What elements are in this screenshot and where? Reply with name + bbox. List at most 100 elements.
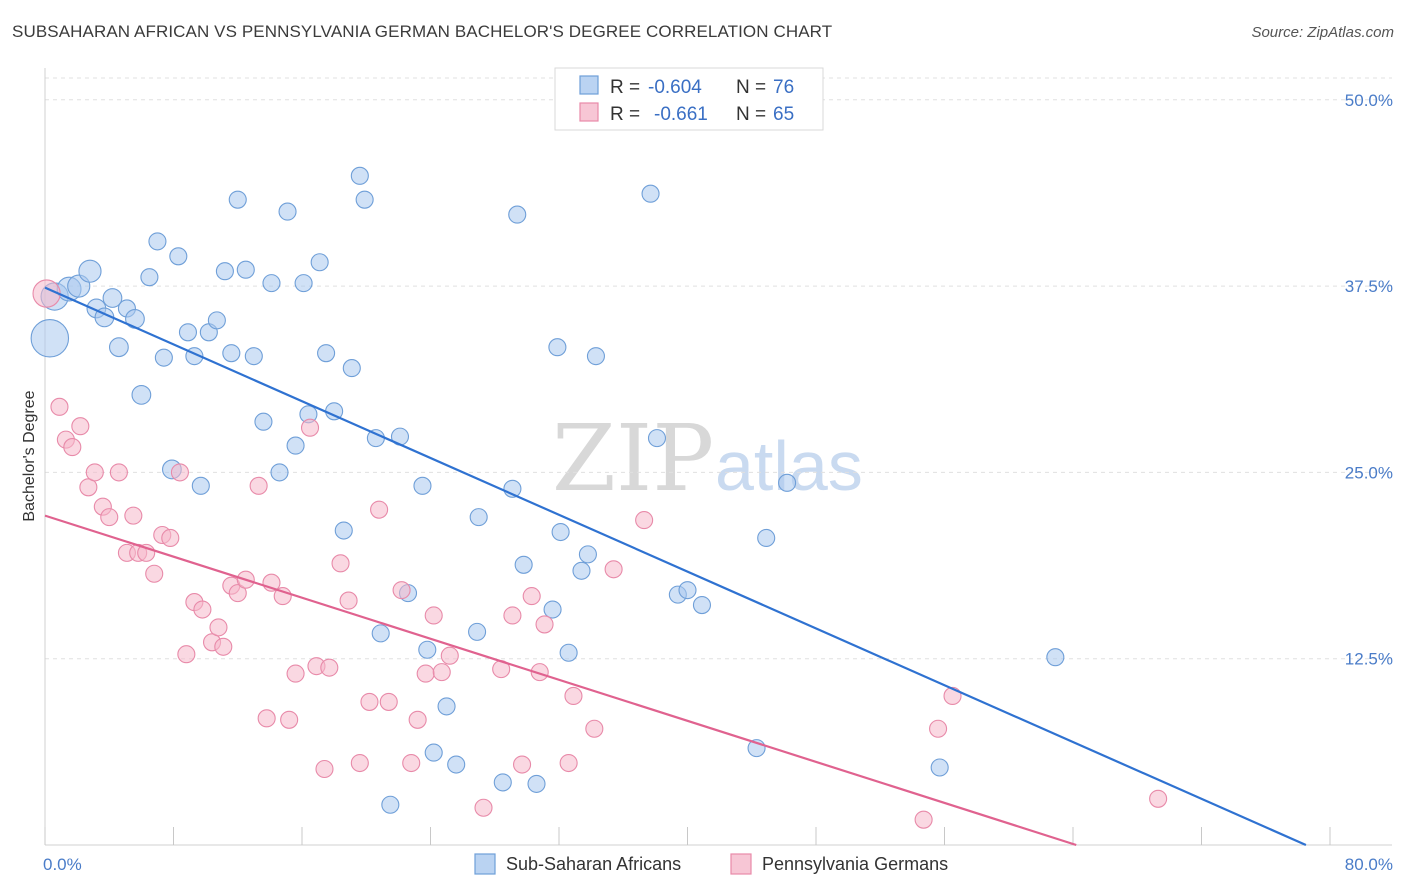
point-pennsylvania [440,646,459,665]
point-sub-saharan [930,758,949,777]
point-sub-saharan [262,274,281,293]
point-sub-saharan [371,624,390,643]
point-pennsylvania [161,528,180,548]
point-pennsylvania [124,506,143,525]
point-sub-saharan [350,166,369,185]
point-pennsylvania [339,591,358,610]
point-pennsylvania [193,600,212,619]
point-sub-saharan [641,184,660,203]
point-sub-saharan [102,288,123,308]
point-sub-saharan [178,323,198,342]
point-pennsylvania [170,463,189,482]
point-pennsylvania [513,755,532,774]
point-pennsylvania [416,664,435,683]
point-pennsylvania [350,753,369,773]
point-pennsylvania [360,692,379,711]
point-pennsylvania [379,692,398,711]
y-tick-label: 25.0% [1345,463,1393,482]
point-sub-saharan [169,247,188,266]
point-sub-saharan [334,521,353,540]
point-sub-saharan [424,743,443,762]
point-pennsylvania [320,658,339,677]
x-tick-label: 80.0% [1345,855,1393,874]
point-sub-saharan [1046,648,1065,667]
point-sub-saharan [543,600,562,619]
legend-n-value-blue: 76 [773,77,794,98]
point-sub-saharan [572,561,591,580]
point-sub-saharan [317,344,336,363]
point-sub-saharan [551,522,570,542]
legend-r-value-pink: -0.661 [654,104,708,125]
point-sub-saharan [559,643,578,662]
chart-title: SUBSAHARAN AFRICAN VS PENNSYLVANIA GERMA… [12,22,833,41]
point-pennsylvania [228,584,247,603]
point-pennsylvania [85,463,104,482]
point-pennsylvania [79,478,98,497]
point-sub-saharan [140,268,159,287]
point-pennsylvania [331,554,350,573]
point-pennsylvania [71,417,90,436]
point-pennsylvania [943,686,962,706]
trend-lines [44,286,1307,847]
y-tick-label: 12.5% [1345,650,1393,669]
point-sub-saharan [418,640,437,659]
point-pennsylvania [929,719,948,738]
point-sub-saharan [254,412,273,431]
watermark-zip: ZIP [552,405,714,512]
point-sub-saharan [154,348,173,367]
point-pennsylvania [209,618,228,637]
point-pennsylvania [109,463,128,482]
series-pennsylvania-germans [32,279,1168,829]
point-pennsylvania [564,686,583,706]
point-sub-saharan [207,311,226,330]
point-pennsylvania [530,663,549,682]
point-pennsylvania [503,606,522,625]
point-pennsylvania [1149,789,1168,808]
source-label: Source: ZipAtlas.com [1251,24,1394,41]
point-pennsylvania [408,710,427,729]
legend-swatch-blue [579,75,599,95]
point-sub-saharan [447,755,466,774]
point-sub-saharan [514,555,533,574]
point-sub-saharan [647,429,667,448]
point-pennsylvania [177,645,196,664]
point-sub-saharan [222,344,241,363]
point-pennsylvania [63,438,82,457]
point-pennsylvania [214,637,233,656]
point-sub-saharan [270,463,289,482]
x-tick-label: 0.0% [43,855,82,874]
point-sub-saharan [108,337,129,358]
point-sub-saharan [527,774,546,793]
legend-label-pennsylvania: Pennsylvania Germans [762,854,948,874]
point-pennsylvania [585,719,604,738]
point-sub-saharan [413,476,432,495]
point-pennsylvania [474,798,493,817]
legend-n-value-pink: 65 [773,104,794,125]
point-pennsylvania [914,810,933,829]
point-pennsylvania [559,753,578,773]
watermark-atlas: atlas [715,427,863,505]
point-sub-saharan [131,385,152,405]
point-pennsylvania [145,564,164,583]
point-sub-saharan [381,795,400,814]
legend-n-label: N = [736,77,766,98]
y-tick-label: 50.0% [1345,91,1393,110]
point-sub-saharan [294,274,313,293]
legend-n-label: N = [736,104,766,125]
legend-r-label: R = [610,77,640,98]
point-sub-saharan [244,347,263,366]
point-pennsylvania [635,511,654,530]
y-tick-label: 37.5% [1345,277,1393,296]
point-sub-saharan [437,697,456,716]
point-pennsylvania [315,759,334,779]
trendline-sub-saharan [44,286,1307,847]
point-pennsylvania [424,606,443,625]
point-sub-saharan [148,232,167,251]
point-sub-saharan [191,476,210,495]
point-pennsylvania [50,397,69,416]
point-sub-saharan [286,436,305,455]
point-pennsylvania [402,753,421,773]
x-tick-labels: 0.0% 80.0% [43,855,1393,874]
point-sub-saharan [278,202,297,221]
point-sub-saharan [578,545,597,564]
